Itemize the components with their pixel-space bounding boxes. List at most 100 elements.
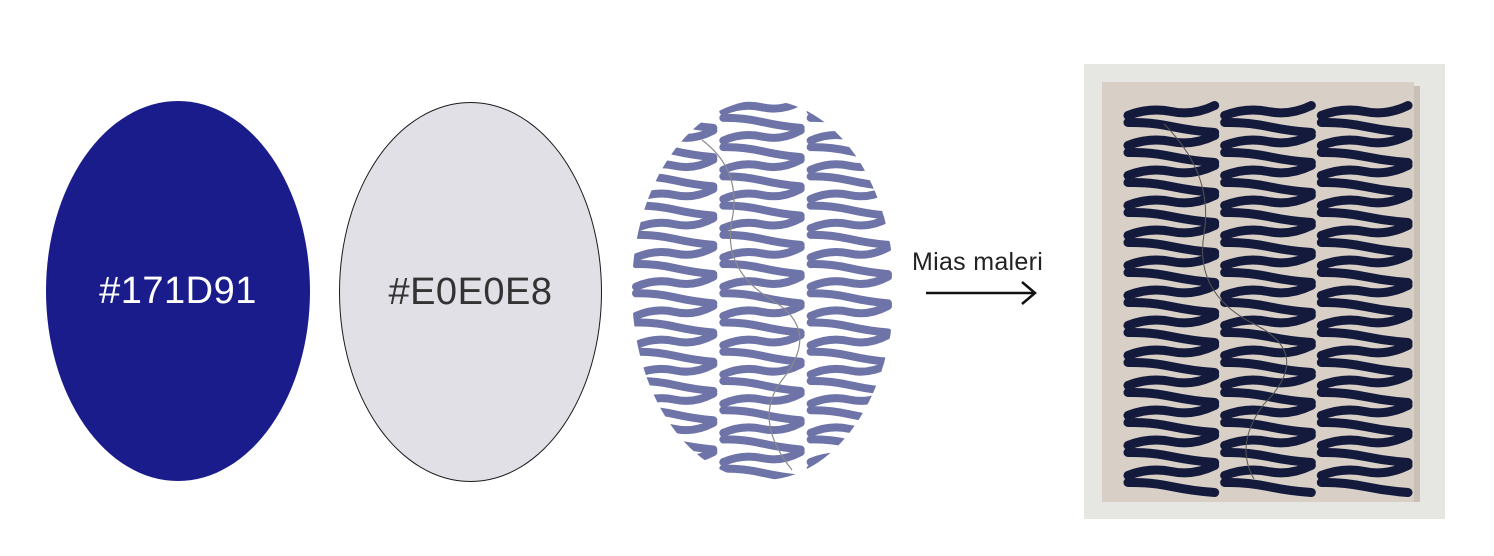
leaf-stroke xyxy=(806,201,892,220)
leaf-stroke xyxy=(719,301,805,320)
leaf-stroke xyxy=(1123,251,1220,270)
leaf-stroke xyxy=(1220,147,1316,167)
leaf-stroke xyxy=(1123,117,1220,137)
leaf-stroke xyxy=(806,464,892,480)
leaf-stroke xyxy=(1123,371,1220,390)
leaf-stroke xyxy=(719,376,805,395)
leaf-stroke xyxy=(806,214,892,233)
leaf-stroke xyxy=(1220,207,1316,227)
leaf-stroke xyxy=(1123,477,1220,497)
leaf-stroke xyxy=(719,155,805,174)
leaf-stroke xyxy=(1220,371,1316,390)
leaf-stroke xyxy=(719,214,805,233)
leaf-stroke xyxy=(1220,417,1316,437)
leaf-stroke xyxy=(1316,161,1413,180)
leaf-stroke xyxy=(1316,461,1413,480)
leaf-stroke xyxy=(632,289,718,308)
leaf-stroke xyxy=(806,260,892,279)
leaf-stroke xyxy=(806,331,892,350)
leaf-stroke xyxy=(1220,327,1316,347)
leaf-stroke xyxy=(1316,207,1413,227)
leaf-stroke xyxy=(719,100,805,116)
leaf-stroke xyxy=(719,435,805,454)
leaf-stroke xyxy=(1220,267,1316,287)
leaf-stroke xyxy=(719,448,805,467)
leaf-stroke xyxy=(1123,461,1220,480)
leaf-stroke xyxy=(1316,117,1413,137)
leaf-stroke xyxy=(1123,147,1220,167)
leaf-stroke xyxy=(1123,207,1220,227)
leaf-stroke xyxy=(1123,131,1220,150)
leaf-stroke xyxy=(719,172,805,191)
leaf-stroke xyxy=(1220,431,1316,450)
leaf-stroke xyxy=(1220,191,1316,210)
leaf-stroke xyxy=(1123,177,1220,197)
leaf-stroke xyxy=(1123,387,1220,407)
color-swatch-blue: #171D91 xyxy=(46,101,310,481)
leaf-stroke xyxy=(1220,447,1316,467)
leaf-stroke xyxy=(632,272,718,291)
leaf-stroke xyxy=(632,360,718,379)
leaf-stroke xyxy=(719,243,805,262)
leaf-stroke xyxy=(1316,357,1413,377)
leaf-stroke xyxy=(632,100,718,116)
leaf-stroke xyxy=(1316,131,1413,150)
leaf-stroke xyxy=(1220,281,1316,300)
leaf-stroke xyxy=(719,113,805,132)
leaf-stroke xyxy=(719,418,805,437)
leaf-stroke xyxy=(632,260,718,279)
leaf-stroke xyxy=(806,360,892,379)
color-swatch-light-grey: #E0E0E8 xyxy=(339,102,602,482)
leaf-stroke xyxy=(719,318,805,337)
leaf-stroke xyxy=(1220,237,1316,257)
leaf-stroke xyxy=(1316,281,1413,300)
leaf-stroke xyxy=(1316,251,1413,270)
leaf-stroke xyxy=(1316,177,1413,197)
leaf-stroke xyxy=(1123,311,1220,330)
leaf-stroke xyxy=(1316,341,1413,360)
leaf-stroke xyxy=(1220,477,1316,497)
leaf-stroke xyxy=(806,230,892,249)
leaf-stroke xyxy=(1220,101,1316,120)
leaf-stroke xyxy=(1123,161,1220,180)
leaf-stroke xyxy=(1123,267,1220,287)
leaf-stroke xyxy=(719,272,805,291)
painting-caption: Mias maleri xyxy=(912,248,1044,276)
pattern-oval-image xyxy=(632,100,894,480)
leaf-stroke xyxy=(1220,177,1316,197)
leaf-stroke xyxy=(719,289,805,308)
leaf-stroke xyxy=(632,347,718,366)
leaf-stroke xyxy=(1316,447,1413,467)
leaf-stroke xyxy=(1316,267,1413,287)
painting-photo xyxy=(1084,64,1445,519)
leaf-stroke xyxy=(1316,147,1413,167)
leaf-stroke xyxy=(1123,341,1220,360)
leaf-stroke xyxy=(1123,327,1220,347)
leaf-stroke xyxy=(632,318,718,337)
leaf-stroke xyxy=(1316,327,1413,347)
leaf-stroke xyxy=(719,143,805,162)
leaf-stroke xyxy=(1316,101,1413,120)
leaf-stroke xyxy=(632,214,718,233)
leaf-stroke xyxy=(1123,431,1220,450)
leaf-stroke xyxy=(806,318,892,337)
swatch-hex-label: #171D91 xyxy=(99,269,257,312)
leaf-stroke xyxy=(632,301,718,320)
leaf-stroke xyxy=(1220,251,1316,270)
leaf-stroke xyxy=(1220,401,1316,420)
leaf-stroke xyxy=(1220,387,1316,407)
leaf-stroke xyxy=(1220,117,1316,137)
leaf-stroke xyxy=(1123,191,1220,210)
leaf-stroke xyxy=(1123,401,1220,420)
leaf-stroke xyxy=(632,448,718,467)
leaf-stroke xyxy=(1123,237,1220,257)
leaf-stroke xyxy=(719,406,805,425)
leaf-stroke xyxy=(1220,357,1316,377)
leaf-stroke xyxy=(632,113,718,132)
leaf-stroke xyxy=(632,243,718,262)
leaf-stroke xyxy=(1316,371,1413,390)
leaf-stroke xyxy=(1316,431,1413,450)
leaf-stroke xyxy=(632,126,718,145)
leaf-stroke xyxy=(632,331,718,350)
leaf-stroke xyxy=(1316,401,1413,420)
